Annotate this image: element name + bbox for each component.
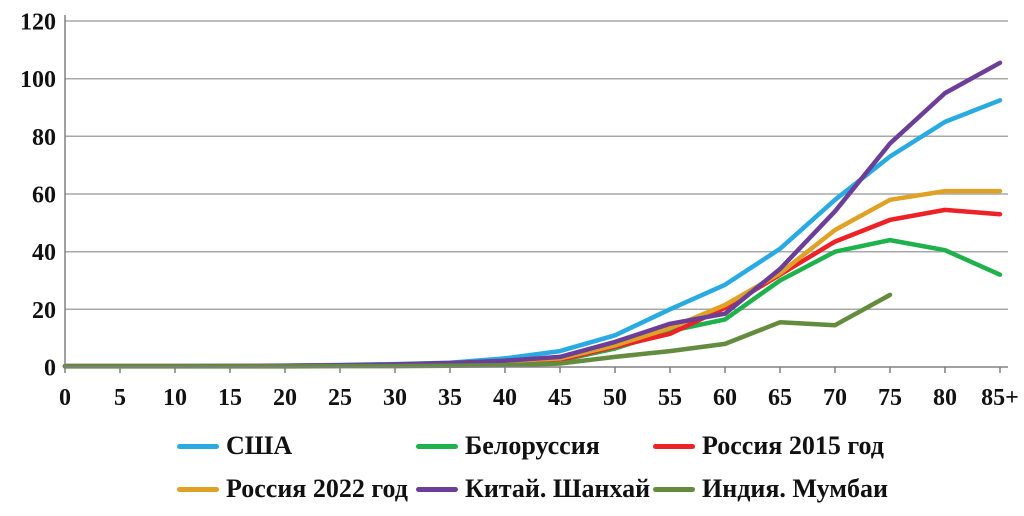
x-tick-label: 50 bbox=[603, 385, 627, 411]
y-tick-label: 20 bbox=[32, 298, 56, 324]
legend-swatch-belarus bbox=[416, 443, 458, 449]
legend-swatch-china-shanghai bbox=[416, 486, 458, 492]
legend-swatch-russia-2022 bbox=[177, 486, 219, 492]
series-line-belarus bbox=[62, 237, 1003, 369]
y-tick-label: 100 bbox=[20, 67, 56, 93]
series-line-india-mumbai bbox=[62, 292, 893, 369]
gridlines-layer bbox=[64, 20, 1008, 373]
legend-swatch-usa bbox=[177, 443, 219, 449]
x-tick-label: 85+ bbox=[981, 385, 1019, 411]
legend-label-usa: США bbox=[226, 431, 293, 460]
x-tick-label: 5 bbox=[114, 385, 126, 411]
x-tick-label: 25 bbox=[328, 385, 352, 411]
legend-swatch-russia-2015 bbox=[653, 443, 695, 449]
series-layer bbox=[62, 60, 1003, 369]
legend-item-usa: США bbox=[177, 433, 416, 459]
chart-legend: США Белоруссия Россия 2015 год Россия 20… bbox=[177, 433, 888, 502]
legend-label-russia-2015: Россия 2015 год bbox=[702, 431, 884, 460]
y-tick-label: 40 bbox=[32, 240, 56, 266]
x-tick-label: 40 bbox=[493, 385, 517, 411]
legend-label-russia-2022: Россия 2022 год bbox=[226, 474, 408, 503]
x-tick-label: 45 bbox=[548, 385, 572, 411]
x-tick-label: 10 bbox=[163, 385, 187, 411]
legend-item-russia-2022: Россия 2022 год bbox=[177, 476, 416, 502]
series-line-russia-2015 bbox=[62, 207, 1003, 369]
legend-swatch-india-mumbai bbox=[653, 486, 695, 492]
x-tick-label: 70 bbox=[823, 385, 847, 411]
axes-layer bbox=[64, 15, 1008, 368]
x-tick-label: 15 bbox=[218, 385, 242, 411]
legend-label-china-shanghai: Китай. Шанхай bbox=[465, 474, 651, 503]
axis-labels-layer: 0 20 40 60 80 100 120 0 5 10 15 20 25 30 35 40 45 50 55 60 6… bbox=[20, 10, 1019, 412]
x-tick-label: 30 bbox=[383, 385, 407, 411]
x-tick-label: 0 bbox=[59, 385, 71, 411]
x-tick-label: 65 bbox=[768, 385, 792, 411]
y-tick-label: 80 bbox=[32, 125, 56, 151]
y-tick-label: 120 bbox=[20, 10, 56, 36]
legend-item-china-shanghai: Китай. Шанхай bbox=[416, 476, 653, 502]
y-tick-label: 0 bbox=[44, 356, 56, 382]
x-tick-label: 35 bbox=[438, 385, 462, 411]
x-tick-label: 80 bbox=[933, 385, 957, 411]
x-tick-label: 60 bbox=[713, 385, 737, 411]
y-tick-label: 60 bbox=[32, 183, 56, 209]
legend-item-russia-2015: Россия 2015 год bbox=[653, 433, 888, 459]
legend-label-india-mumbai: Индия. Мумбаи bbox=[702, 474, 888, 503]
legend-label-belarus: Белоруссия bbox=[465, 431, 600, 460]
x-tick-label: 75 bbox=[878, 385, 902, 411]
line-chart: 0 20 40 60 80 100 120 0 5 10 15 20 25 30 35 40 45 50 55 60 6… bbox=[20, 10, 1019, 412]
legend-item-india-mumbai: Индия. Мумбаи bbox=[653, 476, 888, 502]
x-tick-label: 55 bbox=[658, 385, 682, 411]
x-tick-label: 20 bbox=[273, 385, 297, 411]
legend-item-belarus: Белоруссия bbox=[416, 433, 653, 459]
series-line-russia-2022 bbox=[62, 188, 1003, 369]
